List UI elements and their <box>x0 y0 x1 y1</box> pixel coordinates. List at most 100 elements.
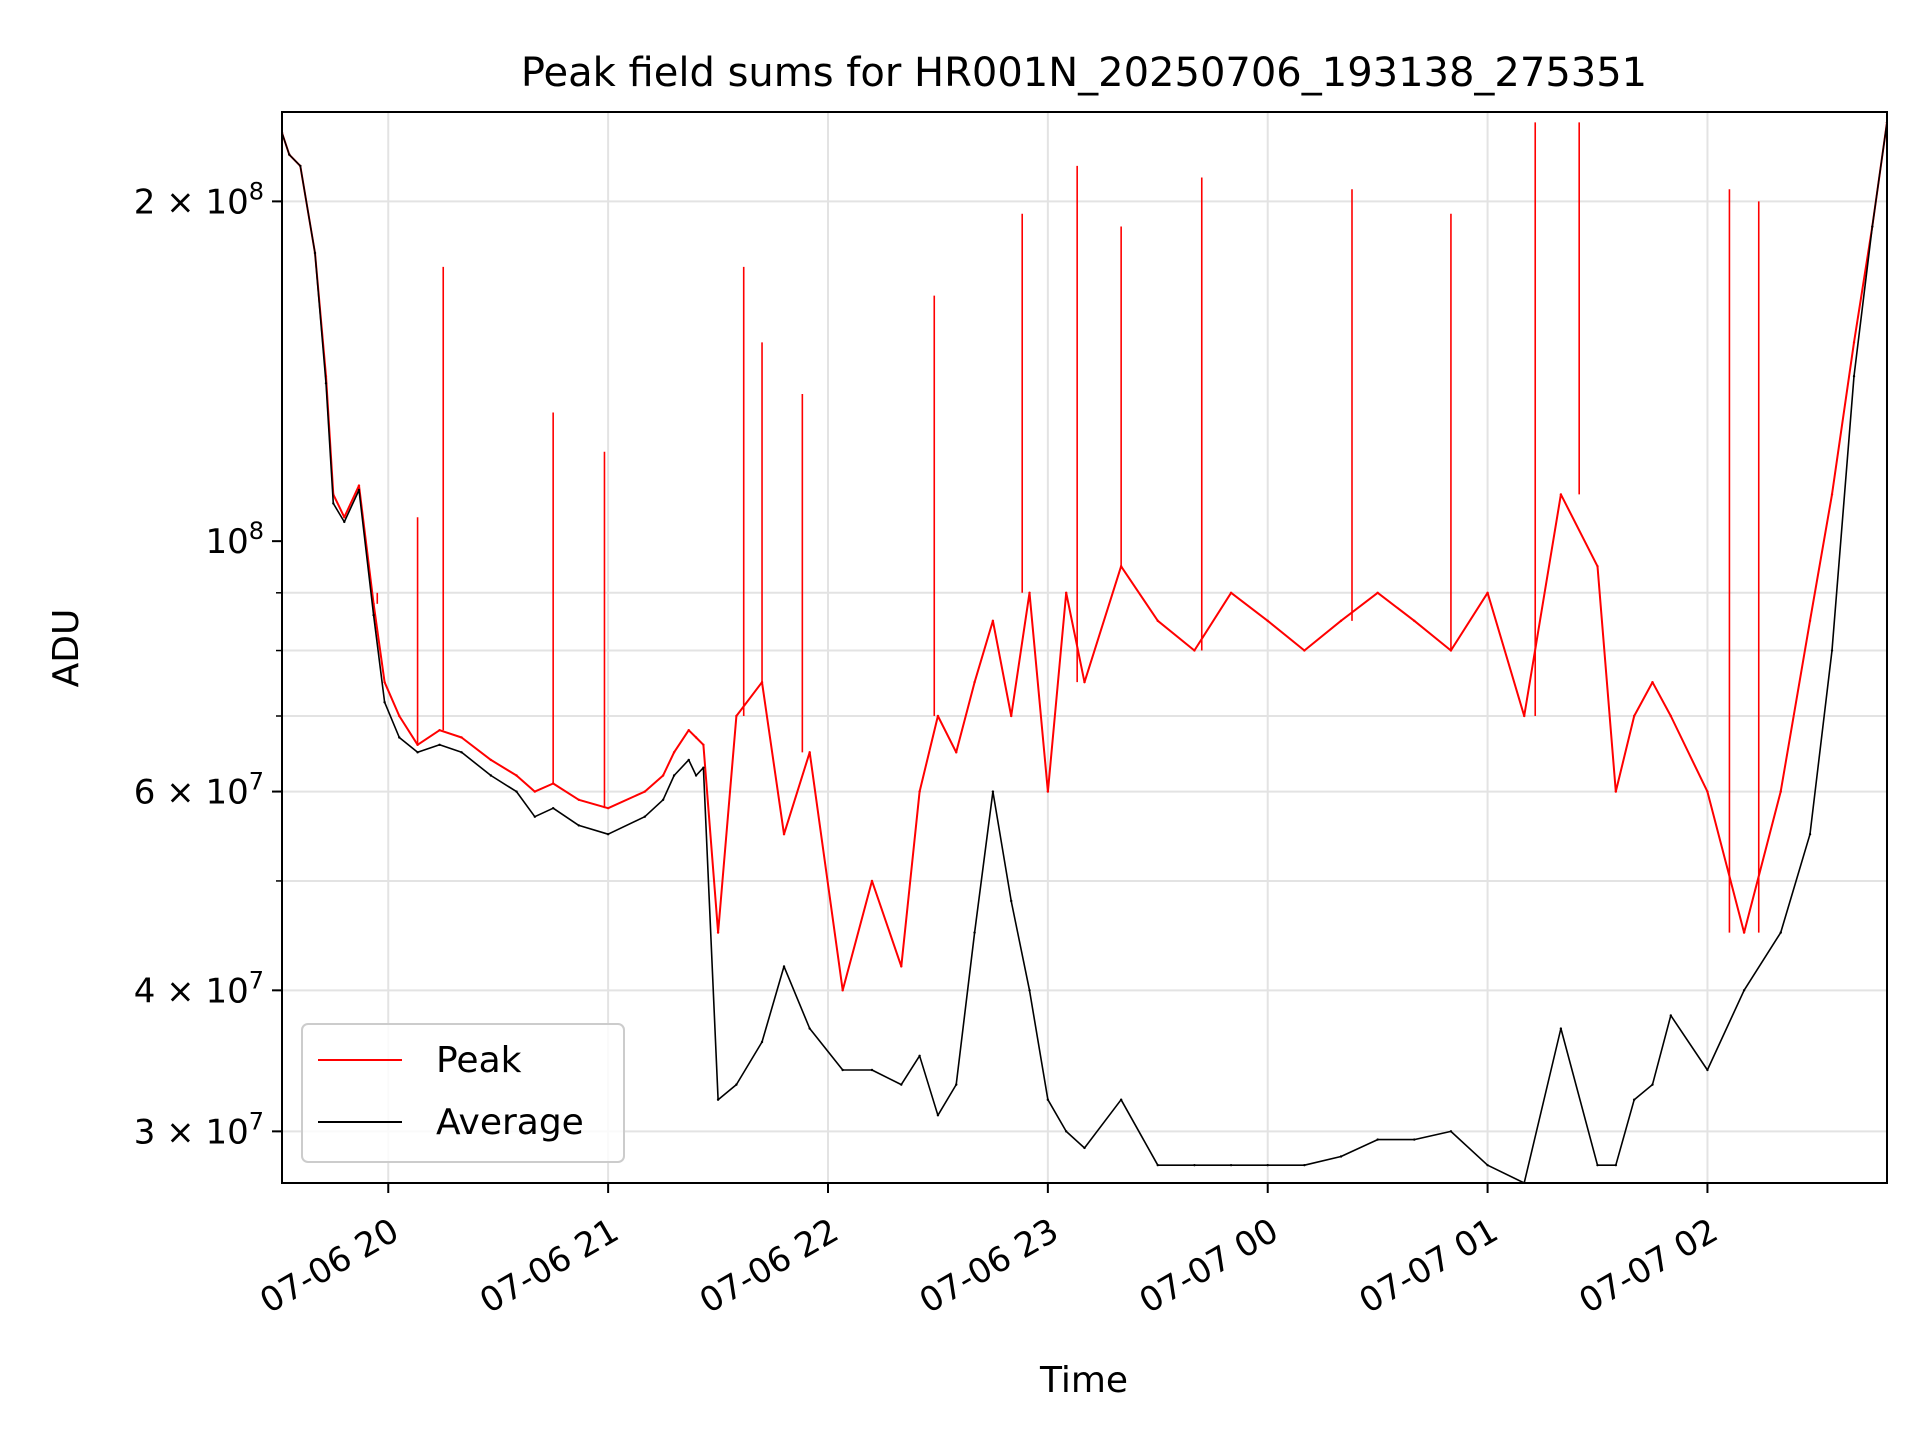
average-point <box>1156 1163 1159 1167</box>
average-point <box>643 815 646 818</box>
average-point <box>606 833 610 836</box>
average-point <box>808 1027 811 1030</box>
peak-point <box>515 774 518 777</box>
average-point <box>332 502 335 505</box>
peak-point <box>1651 680 1654 684</box>
peak-point <box>735 714 738 718</box>
series-layer <box>282 121 1887 1183</box>
average-point <box>1742 989 1746 992</box>
plot-frame <box>281 111 1888 1184</box>
average-line <box>282 122 1887 1183</box>
peak-point <box>398 714 401 718</box>
peak-point <box>1064 591 1068 595</box>
average-point <box>1596 1163 1599 1167</box>
average-point <box>383 700 386 704</box>
average-point <box>1449 1130 1453 1133</box>
average-point <box>324 382 328 385</box>
average-point <box>702 766 705 769</box>
peak-point <box>702 743 705 747</box>
average-point <box>1303 1163 1306 1167</box>
average-point <box>841 1068 844 1072</box>
peak-point <box>1523 714 1526 718</box>
peak-point <box>1779 790 1782 793</box>
average-point <box>1651 1083 1654 1086</box>
peak-point <box>973 680 976 684</box>
average-point <box>900 1083 903 1086</box>
legend-average-label: Average <box>436 1102 584 1143</box>
average-point <box>936 1114 940 1117</box>
peak-point <box>1376 591 1379 595</box>
y-tick-label: 108 <box>205 517 264 562</box>
peak-point <box>1632 714 1636 718</box>
average-point <box>973 931 976 934</box>
peak-point <box>1852 341 1856 344</box>
peak-point <box>672 751 676 754</box>
peak-point <box>357 484 361 487</box>
average-point <box>1486 1163 1489 1167</box>
y-tick-label: 4 × 107 <box>134 966 264 1011</box>
series-peak <box>282 121 1887 992</box>
average-point <box>533 815 537 818</box>
peak-point <box>870 879 874 883</box>
peak-point <box>918 790 921 793</box>
peak-point <box>1046 790 1050 793</box>
peak-point <box>1669 714 1673 718</box>
chart-title: Peak field sums for HR001N_20250706_1931… <box>521 50 1647 96</box>
average-point <box>1413 1138 1416 1141</box>
peak-point <box>577 798 581 802</box>
peak-point <box>460 736 463 739</box>
average-point <box>1871 225 1874 228</box>
peak-point <box>1614 790 1618 793</box>
average-point <box>672 774 676 777</box>
grid <box>282 112 1887 1183</box>
average-point <box>1046 1098 1050 1101</box>
legend-box <box>301 1023 625 1163</box>
average-point <box>1083 1146 1086 1150</box>
y-tick-label: 6 × 107 <box>134 768 264 813</box>
average-point <box>1830 649 1834 652</box>
peak-point <box>343 516 346 519</box>
average-point <box>1266 1163 1269 1167</box>
peak-point <box>1742 931 1746 934</box>
average-point <box>460 751 463 754</box>
average-point <box>438 743 441 747</box>
average-point <box>694 774 698 777</box>
peak-point <box>1830 493 1834 496</box>
average-point <box>687 758 690 762</box>
peak-point <box>643 790 646 793</box>
average-point <box>735 1083 738 1086</box>
average-point <box>1229 1163 1233 1167</box>
average-point <box>489 774 493 777</box>
average-point <box>870 1068 874 1072</box>
peak-point <box>1266 619 1269 623</box>
peak-point <box>1339 619 1343 623</box>
average-point <box>416 751 419 754</box>
average-point <box>760 1040 764 1044</box>
average-point <box>1614 1163 1618 1167</box>
average-point <box>918 1054 921 1057</box>
average-point <box>1193 1163 1196 1167</box>
peak-point <box>1229 591 1233 595</box>
average-point <box>577 824 581 827</box>
average-point <box>955 1083 958 1086</box>
average-point <box>1706 1068 1709 1072</box>
y-tick-label: 3 × 107 <box>134 1107 264 1152</box>
peak-point <box>1083 680 1086 684</box>
average-point <box>716 1098 720 1101</box>
peak-point <box>1706 790 1709 793</box>
peak-point <box>1303 649 1306 652</box>
peak-point <box>936 714 940 718</box>
peak-point <box>1010 714 1013 718</box>
peak-point <box>808 751 811 754</box>
peak-point <box>1596 565 1599 568</box>
average-point <box>661 798 665 802</box>
average-point <box>357 488 361 492</box>
y-axis-label: ADU <box>46 609 87 688</box>
average-point <box>1779 931 1782 934</box>
average-point <box>1339 1155 1343 1158</box>
peak-point <box>900 965 903 968</box>
average-point <box>1064 1130 1068 1133</box>
peak-point <box>716 931 720 934</box>
